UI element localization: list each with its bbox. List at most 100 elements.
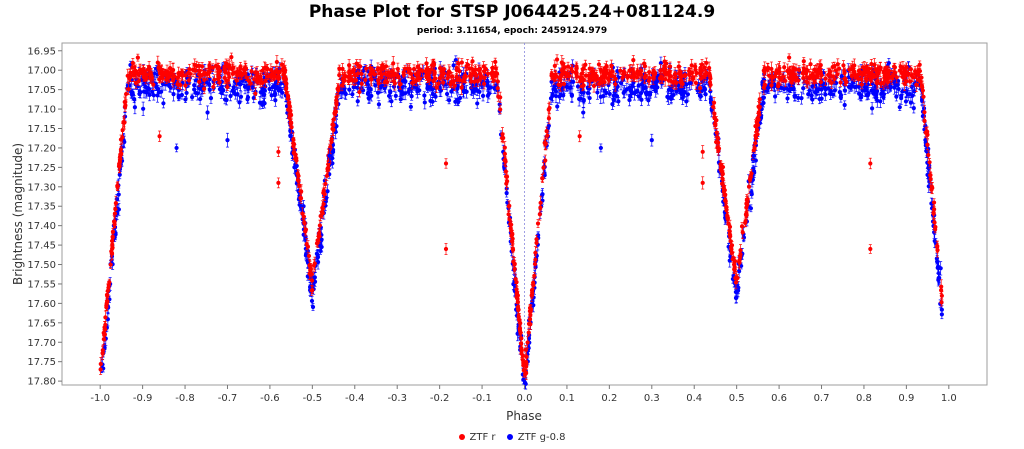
ztf-g-point bbox=[132, 105, 138, 110]
ztf-g-point bbox=[373, 83, 378, 88]
ztf-g-point bbox=[195, 91, 200, 96]
ztf-g-point bbox=[141, 106, 146, 111]
ztf-g-point bbox=[319, 237, 324, 242]
ztf-g-point bbox=[339, 90, 345, 95]
ztf-g-point bbox=[785, 96, 790, 101]
ztf-g-point bbox=[601, 94, 606, 99]
ztf-g-point bbox=[114, 196, 119, 202]
ztf-g-point bbox=[881, 95, 886, 100]
ztf-g-point bbox=[685, 92, 691, 97]
ztf-g-point bbox=[245, 97, 250, 102]
ztf-g-point bbox=[155, 93, 160, 98]
ztf-g-point bbox=[393, 93, 398, 99]
ztf-g-point bbox=[267, 86, 272, 92]
ztf-g-point bbox=[116, 192, 121, 197]
ztf-g-point bbox=[549, 79, 554, 84]
ztf-g-point bbox=[737, 269, 742, 274]
ztf-g-point bbox=[221, 88, 226, 93]
ztf-g-point bbox=[900, 89, 905, 94]
ztf-g-point bbox=[671, 92, 676, 98]
data-points-layer bbox=[98, 43, 944, 390]
ztf-g-point bbox=[647, 90, 653, 95]
ztf-g-point bbox=[799, 96, 804, 101]
ztf-g-point bbox=[911, 106, 916, 111]
ztf-g-point bbox=[897, 105, 902, 110]
ztf-g-point bbox=[325, 189, 330, 194]
ztf-g-point bbox=[262, 101, 267, 106]
ztf-g-point bbox=[272, 91, 277, 97]
ztf-g-point bbox=[909, 84, 914, 90]
ztf-g-point bbox=[684, 99, 689, 104]
ztf-g-point bbox=[834, 80, 839, 86]
ztf-g-point bbox=[587, 95, 592, 101]
ztf-g-point bbox=[184, 90, 189, 96]
ztf-g-point bbox=[464, 89, 469, 94]
ztf-g-point bbox=[581, 97, 586, 103]
ztf-g-point bbox=[908, 100, 914, 105]
ztf-g-point bbox=[669, 88, 674, 93]
ztf-g-point bbox=[921, 106, 927, 111]
ztf-g-point bbox=[649, 84, 654, 89]
ztf-g-point bbox=[449, 89, 454, 94]
ztf-g-point bbox=[208, 96, 214, 101]
ztf-g-point bbox=[205, 110, 210, 115]
ztf-g-point bbox=[643, 90, 649, 96]
ztf-g-point bbox=[179, 92, 185, 98]
ztf-g-point bbox=[531, 303, 536, 308]
ztf-g-point bbox=[550, 92, 555, 97]
ztf-g-point bbox=[359, 86, 364, 91]
ztf-g-point bbox=[366, 90, 371, 95]
ztf-g-point bbox=[817, 96, 822, 102]
ztf-g-point bbox=[551, 86, 557, 91]
ztf-g-point bbox=[154, 84, 159, 90]
ztf-g-point bbox=[270, 85, 275, 90]
ztf-g-point bbox=[309, 298, 315, 304]
ztf-g-point bbox=[557, 94, 562, 99]
ztf-g-point bbox=[310, 304, 316, 310]
ztf-g-point bbox=[171, 91, 176, 97]
ztf-g-point bbox=[702, 87, 708, 92]
ztf-g-point bbox=[536, 233, 541, 238]
ztf-g-point bbox=[480, 93, 486, 99]
ztf-g-point bbox=[297, 202, 302, 207]
ztf-g-point bbox=[641, 86, 646, 91]
ztf-g-point bbox=[569, 92, 574, 97]
ztf-g-point bbox=[772, 94, 778, 99]
ztf-g-point bbox=[522, 380, 528, 385]
ztf-g-point bbox=[417, 88, 422, 93]
ztf-g-point bbox=[388, 89, 393, 94]
ztf-g-point bbox=[823, 92, 828, 97]
ztf-g-point bbox=[796, 95, 801, 100]
ztf-g-point bbox=[294, 163, 299, 168]
ztf-g-point bbox=[355, 85, 360, 90]
ztf-g-point bbox=[869, 106, 875, 111]
ztf-g-point bbox=[137, 89, 142, 94]
ztf-g-point bbox=[504, 190, 509, 196]
ztf-g-point bbox=[412, 84, 417, 89]
chart-title: Phase Plot for STSP J064425.24+081124.9 bbox=[308, 2, 716, 22]
ztf-g-point bbox=[939, 307, 944, 312]
ztf-g-point bbox=[238, 94, 244, 99]
ztf-g-point bbox=[403, 91, 408, 96]
ztf-g-point bbox=[382, 86, 387, 91]
ztf-g-point bbox=[151, 93, 156, 98]
ztf-g-point bbox=[728, 254, 733, 259]
ztf-g-point bbox=[899, 93, 904, 98]
ztf-g-point bbox=[873, 95, 879, 101]
ztf-g-point bbox=[497, 102, 502, 107]
ztf-g-point bbox=[444, 91, 450, 97]
ztf-g-point bbox=[638, 91, 644, 96]
ztf-g-point bbox=[430, 92, 436, 97]
ztf-g-point bbox=[618, 80, 624, 86]
ztf-g-point bbox=[815, 89, 820, 94]
ztf-g-point bbox=[207, 87, 212, 92]
ztf-g-point bbox=[192, 87, 197, 92]
ztf-g-point bbox=[630, 83, 635, 88]
ztf-g-point bbox=[347, 87, 352, 92]
ztf-g-point bbox=[408, 104, 413, 109]
ztf-g-point bbox=[581, 110, 586, 115]
ztf-g-point bbox=[886, 60, 891, 66]
ztf-g-point bbox=[565, 85, 571, 90]
ztf-g-point bbox=[613, 93, 618, 98]
ztf-g-point bbox=[848, 85, 853, 90]
